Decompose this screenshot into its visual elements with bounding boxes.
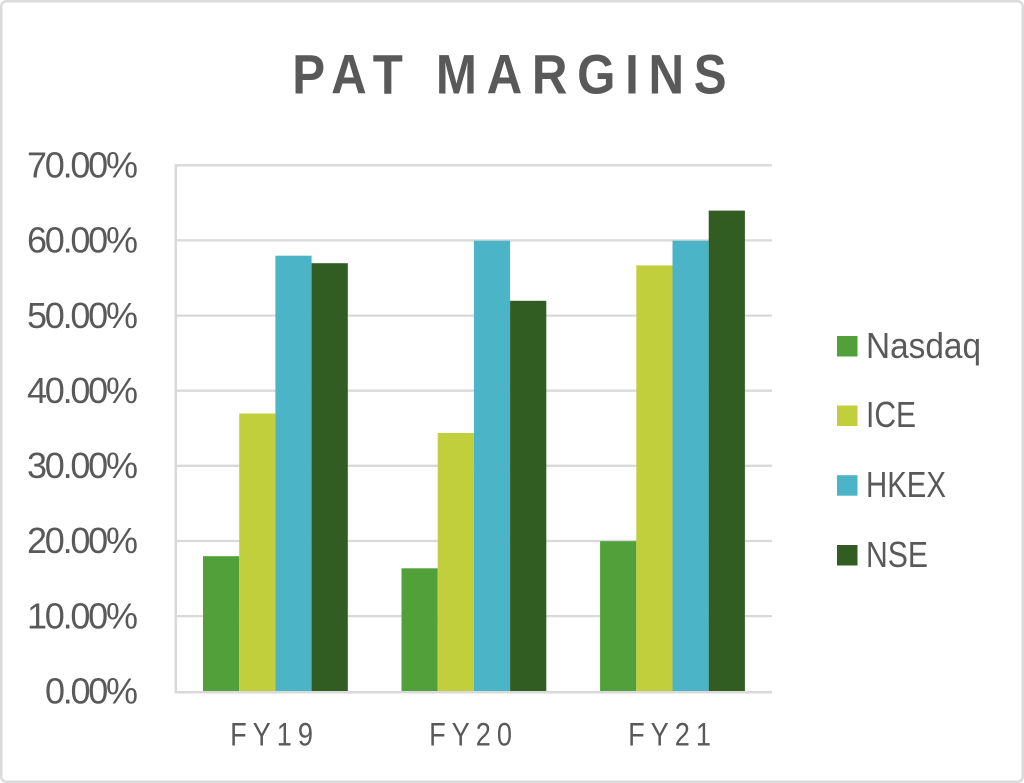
svg-text:PAT MARGINS: PAT MARGINS xyxy=(292,44,736,107)
svg-text:HKEX: HKEX xyxy=(866,464,946,505)
svg-text:50.00%: 50.00% xyxy=(27,295,138,336)
svg-text:FY19: FY19 xyxy=(230,717,319,753)
svg-text:70.00%: 70.00% xyxy=(27,145,138,186)
svg-text:30.00%: 30.00% xyxy=(27,445,138,486)
svg-text:ICE: ICE xyxy=(866,394,916,435)
svg-text:FY21: FY21 xyxy=(628,717,717,753)
svg-text:FY20: FY20 xyxy=(429,717,518,753)
svg-text:NSE: NSE xyxy=(866,534,928,575)
svg-text:0.00%: 0.00% xyxy=(45,671,138,712)
svg-text:40.00%: 40.00% xyxy=(27,370,138,411)
svg-text:Nasdaq: Nasdaq xyxy=(866,325,981,366)
svg-text:20.00%: 20.00% xyxy=(27,520,138,561)
svg-text:60.00%: 60.00% xyxy=(27,220,138,261)
svg-text:10.00%: 10.00% xyxy=(27,595,138,636)
